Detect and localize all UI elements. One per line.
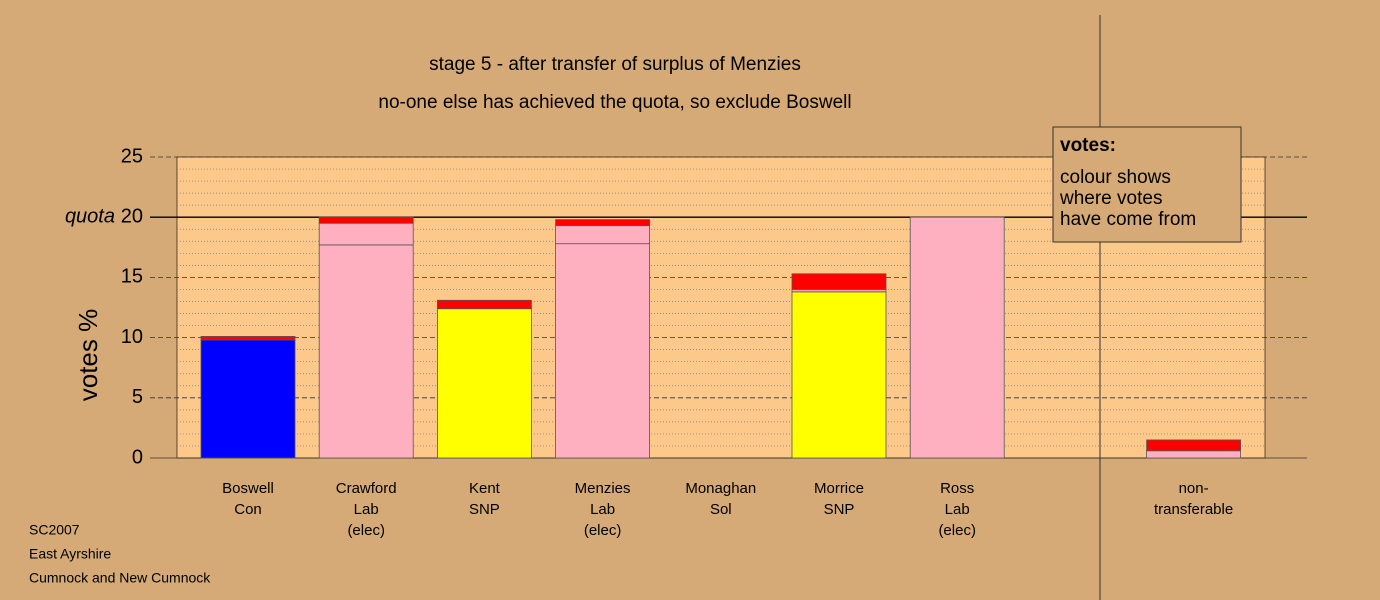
bar-segment	[555, 225, 650, 245]
x-tick-label: (elec)	[938, 522, 976, 539]
quota-label: quota	[65, 205, 115, 227]
y-tick-label: 15	[121, 266, 143, 288]
legend-text: where votes	[1059, 188, 1162, 209]
bar-segment	[1146, 450, 1241, 459]
footer: East Ayrshire	[29, 546, 111, 562]
x-tick-label: SNP	[469, 501, 500, 518]
bar-segment	[436, 308, 532, 459]
legend-box	[1052, 126, 1242, 243]
x-tick-label: Sol	[710, 501, 732, 518]
x-tick-label: Menzies	[575, 480, 631, 497]
bar-segment	[318, 244, 414, 459]
bar-segment	[791, 291, 887, 459]
x-tick-label: Lab	[354, 501, 379, 518]
x-tick-label: non-	[1179, 480, 1209, 497]
y-tick-label: 5	[132, 386, 143, 408]
bar-segment	[318, 222, 414, 246]
legend-heading: votes:	[1060, 135, 1116, 156]
legend-text: colour shows	[1060, 167, 1171, 188]
bar-segment	[555, 243, 650, 459]
x-tick-label: Con	[234, 501, 262, 518]
y-tick-label: 10	[121, 326, 143, 348]
x-tick-label: Ross	[940, 480, 974, 497]
x-tick-label: SNP	[824, 501, 855, 518]
bar-segment	[555, 219, 650, 227]
chart-subtitle: no-one else has achieved the quota, so e…	[378, 92, 851, 113]
plot: 0 5 10 15 20 25 quota Boswell Con Crawford Lab (ele…	[65, 145, 1307, 539]
footer: SC2007	[29, 522, 80, 538]
y-axis-label: votes %	[73, 309, 103, 402]
x-tick-label: (elec)	[347, 522, 385, 539]
chart-title: stage 5 - after transfer of surplus of M…	[429, 54, 801, 75]
bar-segment	[318, 216, 414, 224]
x-tick-label: Boswell	[222, 480, 274, 497]
x-tick-label: Crawford	[336, 480, 397, 497]
footer: Cumnock and New Cumnock	[29, 570, 211, 586]
bar-segment	[200, 335, 296, 341]
x-tick-label: transferable	[1154, 501, 1233, 518]
bar-segment	[909, 216, 1005, 459]
bar-segment	[436, 299, 532, 310]
x-tick-label: Morrice	[814, 480, 864, 497]
legend-text: have come from	[1060, 209, 1196, 230]
x-tick-label: Monaghan	[685, 480, 756, 497]
bar-segment	[791, 273, 887, 290]
y-tick-label: 20	[121, 205, 143, 227]
y-tick-label: 0	[132, 446, 143, 468]
x-tick-label: Lab	[945, 501, 970, 518]
x-tick-label: Lab	[590, 501, 615, 518]
y-tick-label: 25	[121, 145, 143, 167]
bar-segment	[1146, 439, 1241, 452]
x-tick-label: Kent	[469, 480, 501, 497]
bar-segment	[200, 339, 296, 459]
x-tick-label: (elec)	[584, 522, 622, 539]
